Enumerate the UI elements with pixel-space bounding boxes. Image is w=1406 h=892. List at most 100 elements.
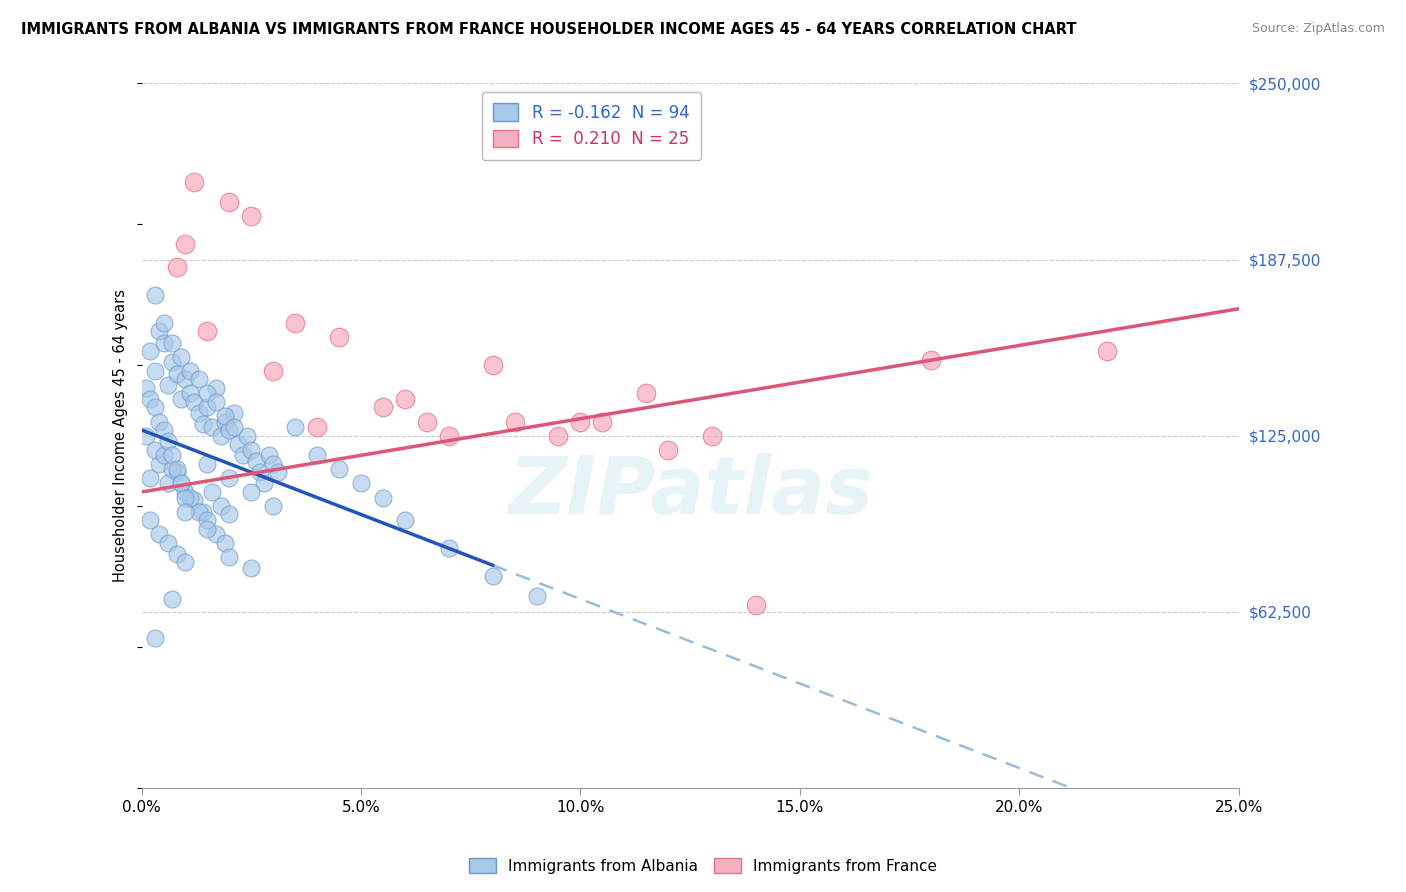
Point	[197, 513, 219, 527]
Text: IMMIGRANTS FROM ALBANIA VS IMMIGRANTS FROM FRANCE HOUSEHOLDER INCOME AGES 45 - 6: IMMIGRANTS FROM ALBANIA VS IMMIGRANTS FR…	[21, 22, 1077, 37]
Point	[201, 485, 224, 500]
Point	[170, 392, 193, 406]
Point	[191, 417, 214, 432]
Point	[226, 437, 249, 451]
Point	[526, 589, 548, 603]
Point	[249, 465, 271, 479]
Point	[152, 316, 174, 330]
Point	[156, 377, 179, 392]
Point	[162, 355, 184, 369]
Point	[214, 415, 236, 429]
Point	[166, 465, 188, 479]
Point	[156, 434, 179, 449]
Point	[218, 423, 240, 437]
Point	[262, 364, 284, 378]
Point	[162, 462, 184, 476]
Point	[591, 415, 613, 429]
Point	[156, 535, 179, 549]
Point	[240, 561, 263, 575]
Point	[503, 415, 526, 429]
Point	[197, 401, 219, 415]
Point	[135, 428, 157, 442]
Point	[197, 324, 219, 338]
Point	[394, 513, 416, 527]
Point	[162, 592, 184, 607]
Point	[143, 442, 166, 457]
Point	[218, 549, 240, 564]
Point	[174, 491, 197, 505]
Point	[569, 415, 592, 429]
Point	[240, 209, 263, 223]
Point	[148, 415, 170, 429]
Point	[183, 175, 205, 189]
Point	[266, 465, 288, 479]
Point	[232, 448, 254, 462]
Point	[205, 527, 228, 541]
Point	[139, 513, 162, 527]
Point	[284, 420, 307, 434]
Point	[187, 372, 209, 386]
Point	[179, 491, 201, 505]
Point	[162, 448, 184, 462]
Point	[209, 428, 232, 442]
Point	[183, 394, 205, 409]
Text: Source: ZipAtlas.com: Source: ZipAtlas.com	[1251, 22, 1385, 36]
Point	[152, 448, 174, 462]
Point	[920, 352, 942, 367]
Point	[328, 462, 350, 476]
Point	[143, 401, 166, 415]
Point	[218, 194, 240, 209]
Point	[636, 386, 658, 401]
Point	[179, 364, 201, 378]
Point	[135, 381, 157, 395]
Point	[170, 476, 193, 491]
Point	[657, 442, 679, 457]
Point	[143, 364, 166, 378]
Point	[214, 409, 236, 423]
Point	[205, 381, 228, 395]
Point	[307, 420, 329, 434]
Point	[152, 423, 174, 437]
Point	[307, 448, 329, 462]
Point	[143, 632, 166, 646]
Point	[143, 287, 166, 301]
Point	[174, 505, 197, 519]
Point	[547, 428, 569, 442]
Point	[148, 527, 170, 541]
Point	[148, 324, 170, 338]
Point	[262, 499, 284, 513]
Point	[166, 260, 188, 274]
Point	[166, 367, 188, 381]
Point	[197, 386, 219, 401]
Point	[156, 476, 179, 491]
Point	[139, 471, 162, 485]
Point	[183, 493, 205, 508]
Point	[174, 485, 197, 500]
Point	[191, 505, 214, 519]
Point	[170, 476, 193, 491]
Point	[197, 457, 219, 471]
Point	[236, 428, 259, 442]
Point	[214, 535, 236, 549]
Point	[174, 237, 197, 252]
Point	[218, 471, 240, 485]
Point	[162, 335, 184, 350]
Point	[218, 508, 240, 522]
Point	[416, 415, 439, 429]
Point	[139, 344, 162, 359]
Y-axis label: Householder Income Ages 45 - 64 years: Householder Income Ages 45 - 64 years	[114, 289, 128, 582]
Point	[139, 392, 162, 406]
Point	[240, 485, 263, 500]
Point	[328, 330, 350, 344]
Legend: R = -0.162  N = 94, R =  0.210  N = 25: R = -0.162 N = 94, R = 0.210 N = 25	[482, 92, 702, 160]
Point	[174, 555, 197, 569]
Point	[284, 316, 307, 330]
Point	[170, 350, 193, 364]
Legend: Immigrants from Albania, Immigrants from France: Immigrants from Albania, Immigrants from…	[463, 852, 943, 880]
Point	[174, 372, 197, 386]
Point	[437, 428, 460, 442]
Point	[257, 448, 280, 462]
Point	[481, 569, 503, 583]
Point	[197, 522, 219, 536]
Point	[481, 358, 503, 372]
